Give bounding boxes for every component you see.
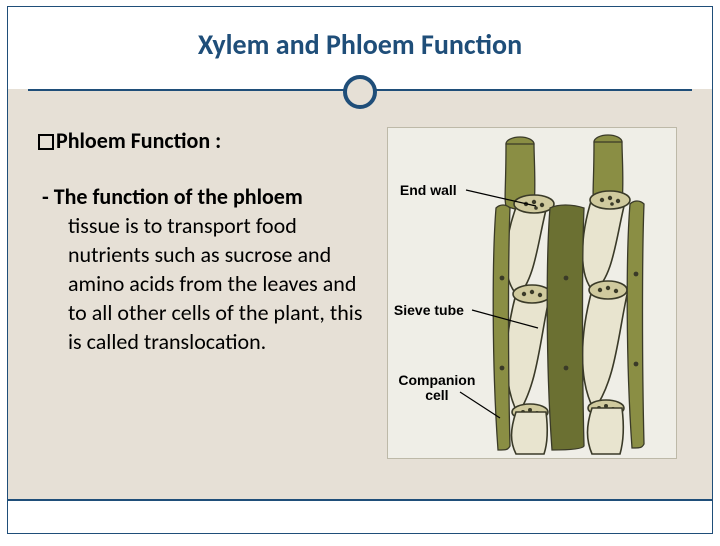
footer-bar [8, 499, 712, 533]
text-column: Phloem Function : - The function of the … [38, 127, 370, 497]
diagram-column: End wall Sieve tube Companion cell [382, 127, 682, 497]
companion-cell-mid-icon [547, 205, 584, 450]
companion-cell-left-icon [493, 205, 510, 450]
square-bullet-icon [38, 134, 54, 150]
content-area: Phloem Function : - The function of the … [38, 127, 682, 497]
slide: Xylem and Phloem Function Phloem Functio… [7, 6, 713, 534]
phloem-diagram: End wall Sieve tube Companion cell [387, 127, 677, 459]
body-rest: tissue is to transport food nutrients su… [42, 211, 370, 356]
body-lead: - The function of the phloem [42, 183, 303, 210]
label-end-wall: End wall [400, 183, 457, 198]
subheading: Phloem Function : [38, 127, 370, 154]
body-paragraph: - The function of the phloem tissue is t… [38, 182, 370, 356]
label-sieve-tube: Sieve tube [394, 303, 464, 318]
subheading-text: Phloem Function : [56, 127, 221, 154]
page-title: Xylem and Phloem Function [8, 7, 712, 62]
sieve-tube-right-icon [582, 191, 630, 454]
ring-icon [343, 75, 377, 109]
label-companion-cell: Companion cell [394, 373, 480, 402]
companion-cell-right-icon [627, 201, 644, 448]
